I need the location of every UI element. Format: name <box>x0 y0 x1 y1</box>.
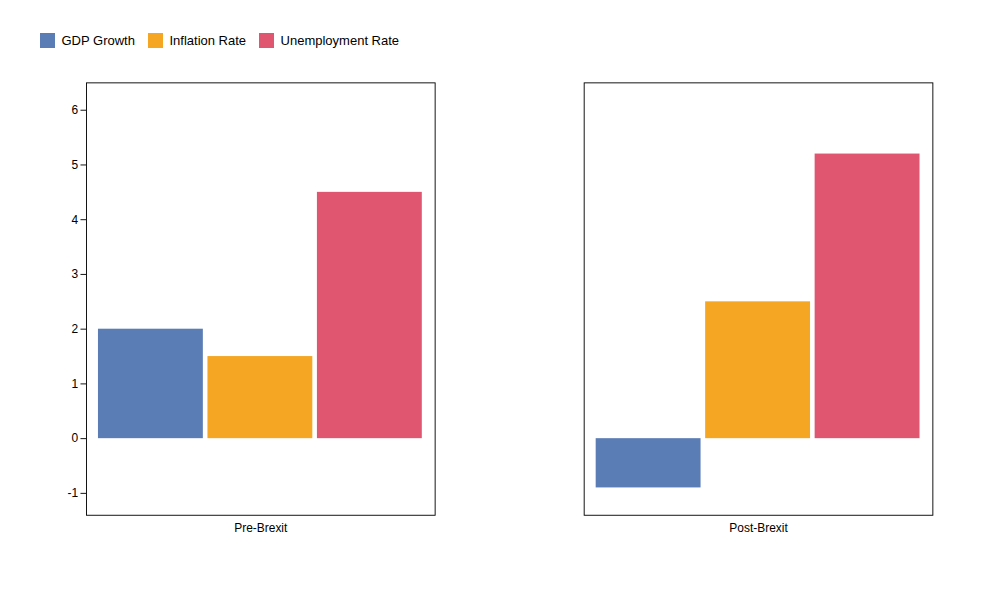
svg-text:2: 2 <box>72 321 79 335</box>
svg-text:0: 0 <box>72 431 79 445</box>
svg-text:-1: -1 <box>68 486 79 500</box>
html-text:Inflation Rate: Inflation Rate <box>169 33 247 48</box>
svg-text:6: 6 <box>72 103 79 117</box>
svg-text:5: 5 <box>72 157 79 171</box>
svg-text:1: 1 <box>72 376 79 390</box>
html-text:GDP Growth: GDP Growth <box>61 33 135 48</box>
svg-text:3: 3 <box>72 267 79 281</box>
svg-text:Pre-Brexit: Pre-Brexit <box>234 521 288 535</box>
svg-text:4: 4 <box>72 212 79 226</box>
svg-text:Post-Brexit: Post-Brexit <box>729 521 788 535</box>
html-text:Unemployment Rate: Unemployment Rate <box>280 33 400 48</box>
